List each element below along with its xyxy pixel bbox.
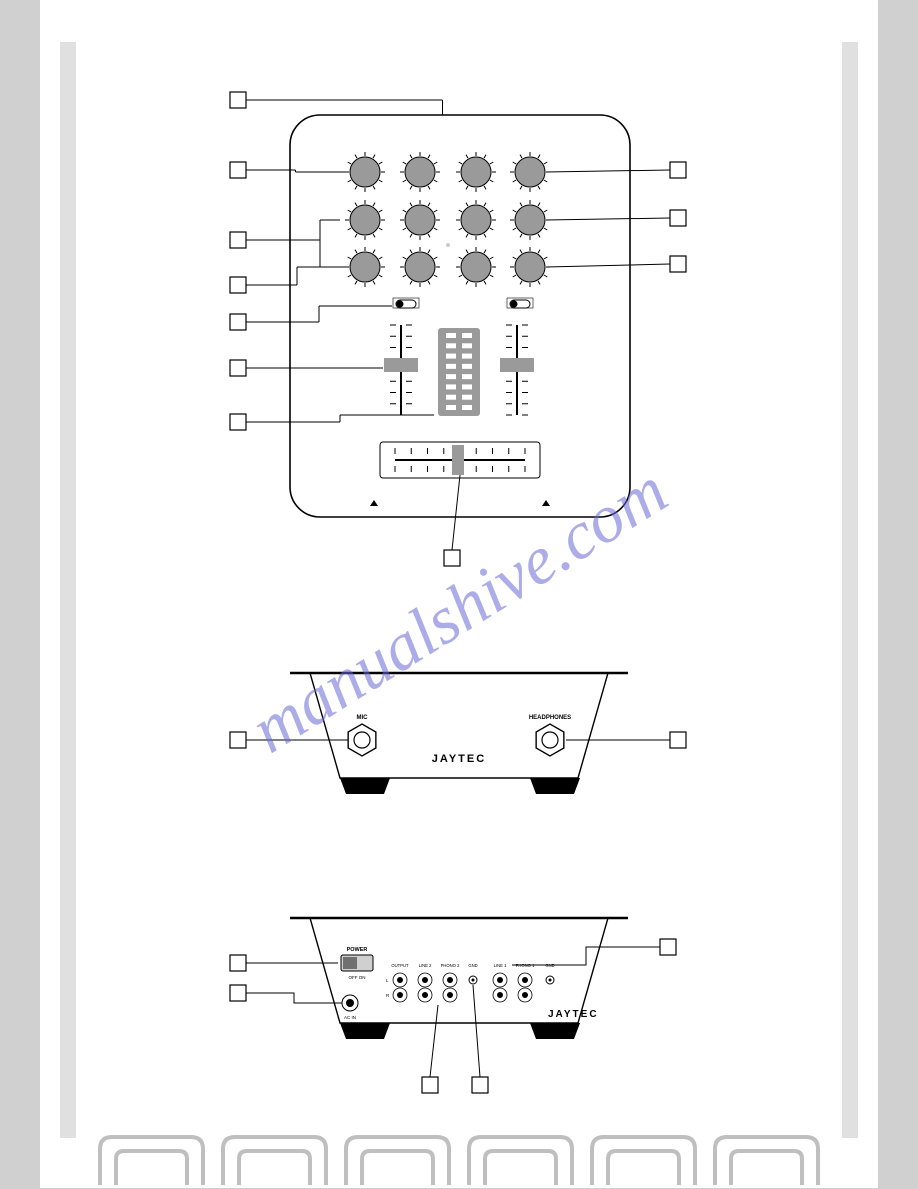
svg-text:HEADPHONES: HEADPHONES xyxy=(529,715,571,721)
mixer-top-view xyxy=(220,70,698,580)
left-margin-strip xyxy=(60,42,76,1138)
svg-text:LINE 1: LINE 1 xyxy=(494,963,507,968)
mixer-rear-view: POWER OFF ON AC IN OUTPUT LINE 2 PHONO 2 LINE … xyxy=(220,885,698,1115)
mixer-front-view: MIC HEADPHONES JAYTEC xyxy=(220,640,698,820)
svg-text:OUTPUT: OUTPUT xyxy=(391,963,409,968)
svg-text:MIC: MIC xyxy=(357,715,369,721)
svg-text:OFF ON: OFF ON xyxy=(349,975,366,980)
svg-text:JAYTEC: JAYTEC xyxy=(548,1009,599,1020)
right-margin-strip xyxy=(842,42,858,1138)
svg-text:JAYTEC: JAYTEC xyxy=(432,753,486,765)
svg-text:LINE 2: LINE 2 xyxy=(419,963,432,968)
svg-text:GND: GND xyxy=(468,963,477,968)
svg-text:POWER: POWER xyxy=(347,947,368,953)
svg-text:L: L xyxy=(386,978,389,983)
svg-text:R: R xyxy=(386,993,390,998)
footer-brand-outline xyxy=(40,1135,878,1189)
page: MIC HEADPHONES JAYTEC POWER OFF ON AC IN OUTP… xyxy=(0,0,918,1188)
svg-text:AC IN: AC IN xyxy=(344,1015,356,1020)
svg-text:PHONO 2: PHONO 2 xyxy=(441,963,461,968)
